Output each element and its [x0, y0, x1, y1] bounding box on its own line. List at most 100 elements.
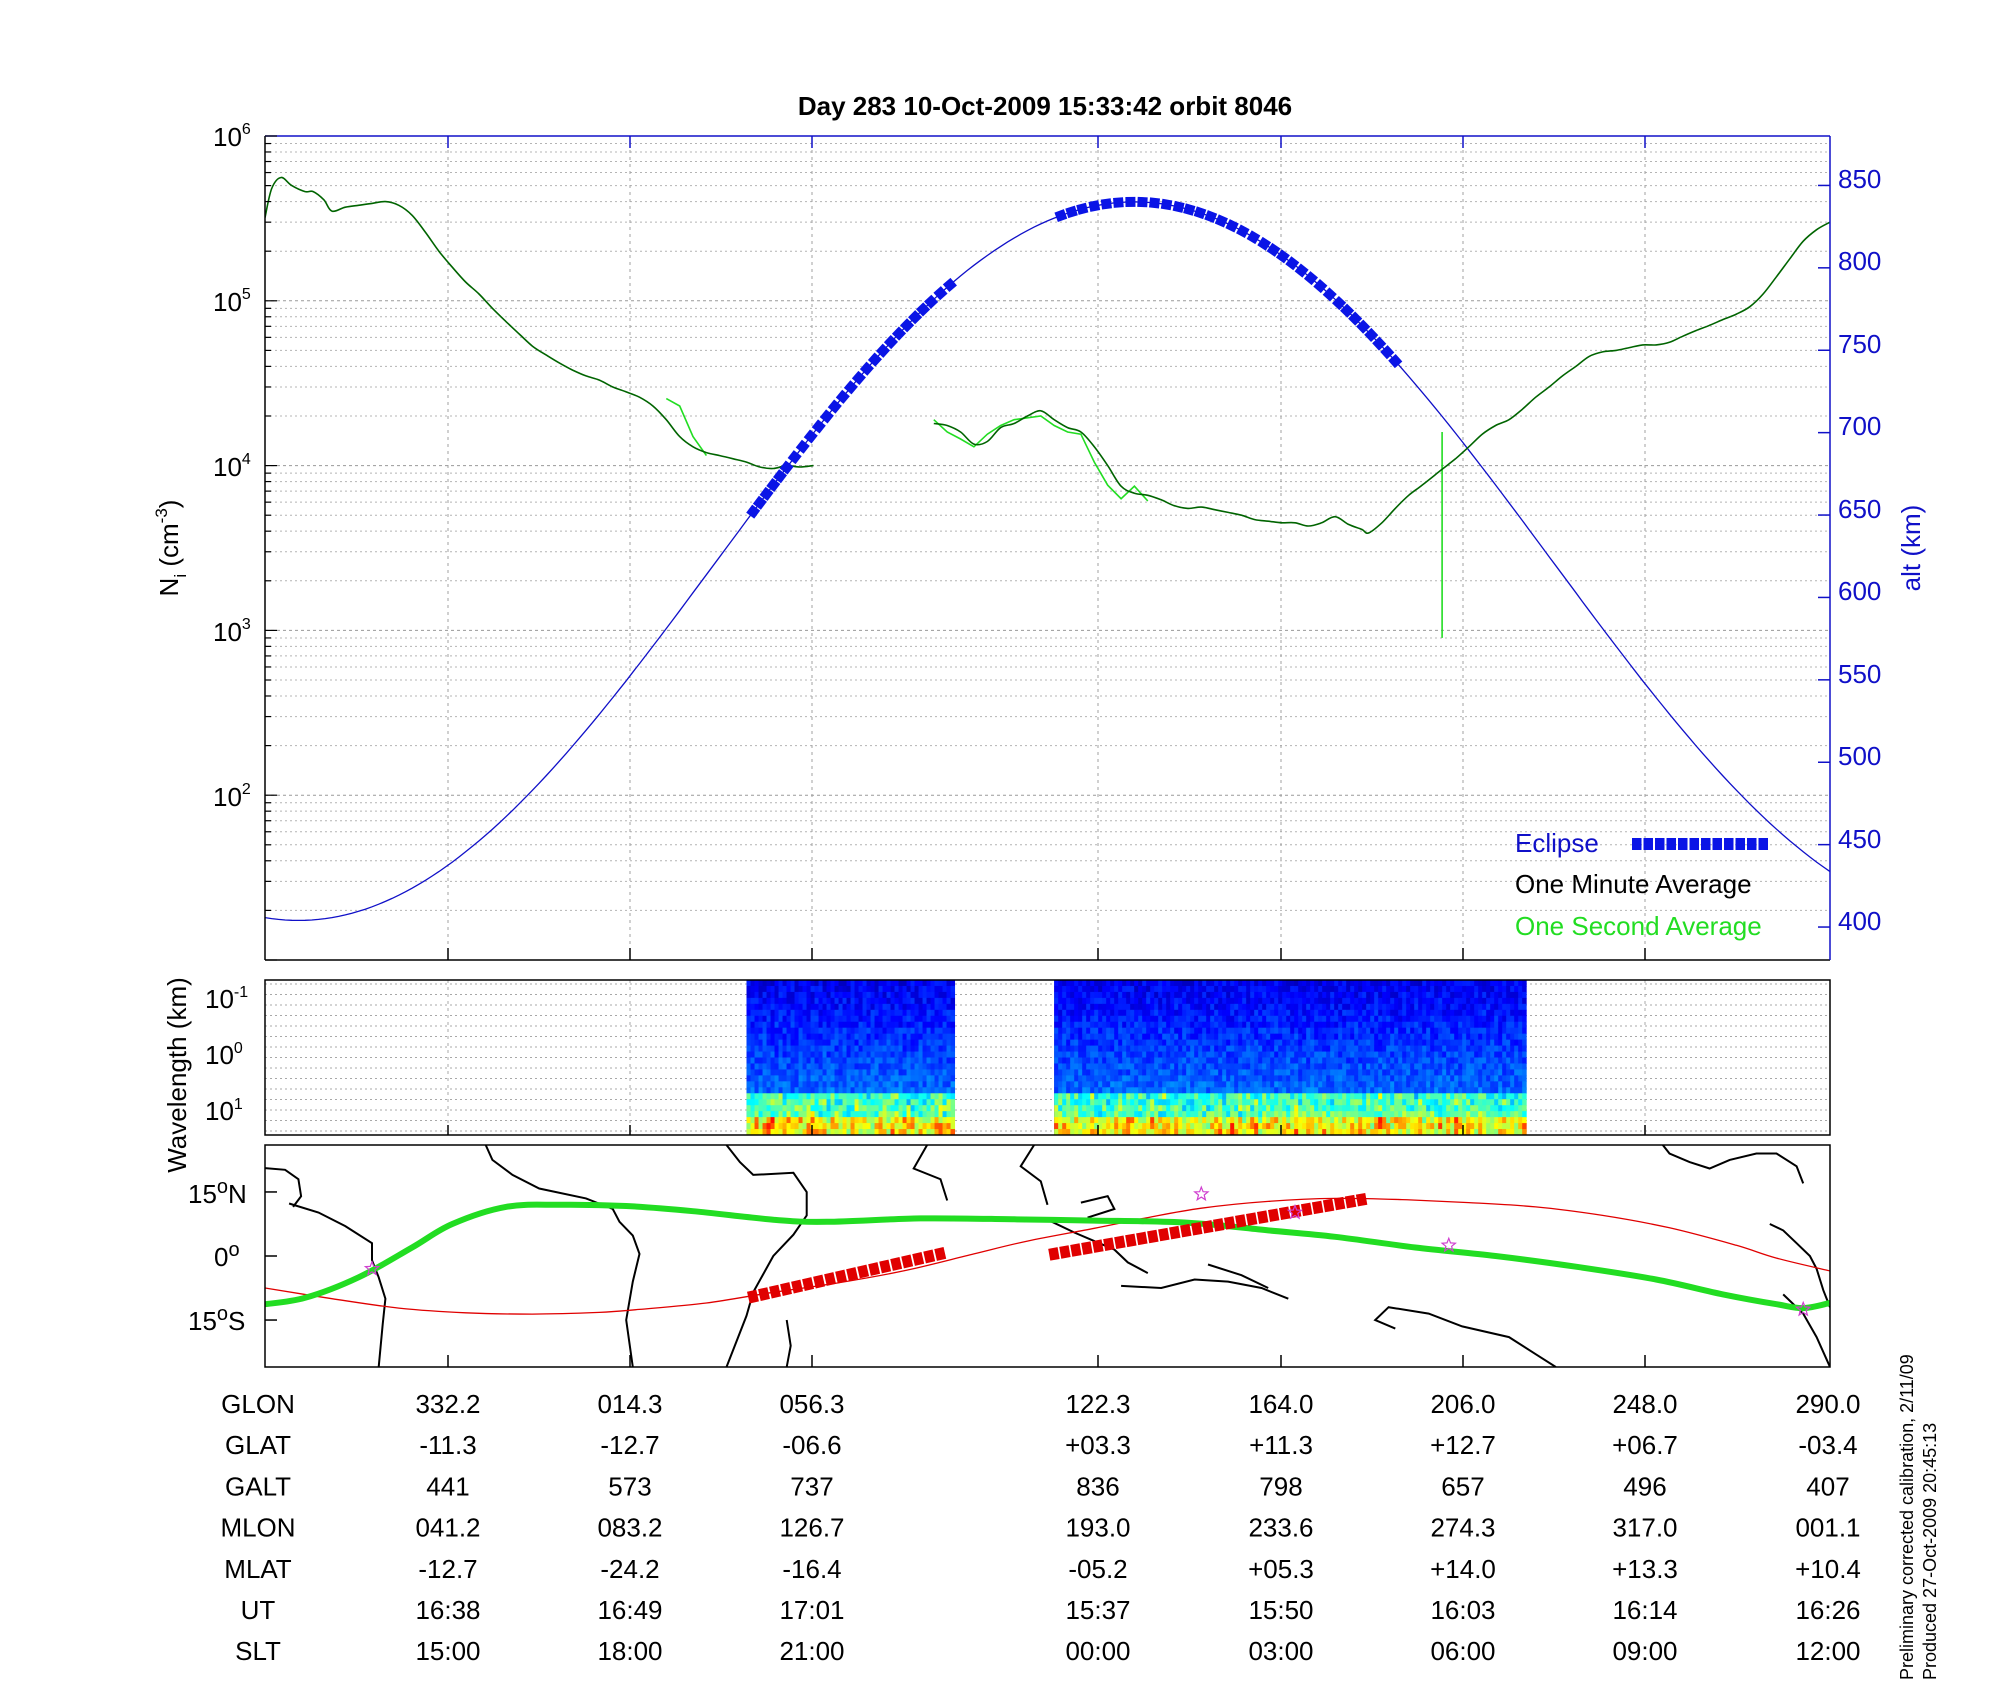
spectrogram-cell: [1086, 980, 1091, 987]
spectrogram-cell: [1370, 1009, 1375, 1017]
spectrogram-cell: [1138, 1087, 1143, 1094]
spectrogram-cell: [1402, 1123, 1407, 1130]
spectrogram-cell: [1166, 1117, 1171, 1124]
spectrogram-cell: [1454, 1093, 1459, 1100]
spectrogram-cell: [1178, 1039, 1183, 1047]
spectrogram-cell: [1134, 1117, 1139, 1124]
spectrogram-cell: [1098, 985, 1103, 993]
spectrogram-cell: [1266, 1123, 1271, 1130]
spectrogram-cell: [834, 1105, 840, 1112]
spectrogram-cell: [1138, 1117, 1143, 1124]
spectrogram-cell: [1434, 1051, 1439, 1058]
spectrogram-cell: [1150, 1051, 1155, 1058]
spectrogram-cell: [1334, 1099, 1339, 1106]
spectrogram-cell: [1278, 997, 1283, 1005]
spectrogram-cell: [1518, 1063, 1523, 1070]
spectrogram-cell: [1278, 1033, 1283, 1041]
spectrogram-cell: [1266, 1093, 1271, 1100]
spectrogram-cell: [1406, 1093, 1411, 1100]
spectrogram-cell: [1290, 1093, 1295, 1100]
spectrogram-cell: [1382, 1093, 1387, 1100]
spectrogram-cell: [798, 1069, 804, 1076]
spectrogram-cell: [1486, 1105, 1491, 1112]
spectrogram-cell: [1498, 1117, 1503, 1124]
spectrogram-cell: [1294, 1051, 1299, 1058]
spectrogram-cell: [1438, 1009, 1443, 1017]
spectrogram-cell: [910, 1057, 916, 1064]
spectrogram-cell: [1478, 980, 1483, 987]
spectrogram-cell: [1074, 1087, 1079, 1094]
spectrogram-cell: [1062, 1075, 1067, 1082]
spectrogram-cell: [1210, 1057, 1215, 1064]
spectrogram-cell: [894, 1129, 900, 1135]
spectrogram-cell: [1330, 1081, 1335, 1088]
alt-tick-550: 550: [1838, 659, 1881, 689]
spectrogram-cell: [1518, 1033, 1523, 1041]
spectrogram-cell: [1158, 1051, 1163, 1058]
spectrogram-cell: [818, 1009, 824, 1017]
spectrogram-cell: [758, 1009, 764, 1017]
spectrogram-cell: [1466, 980, 1471, 987]
spectrogram-cell: [842, 1027, 848, 1035]
one-second-average-line: [933, 415, 1149, 502]
spectrogram-cell: [1430, 1027, 1435, 1035]
spectrogram-cell: [1122, 1027, 1127, 1035]
spectrogram-cell: [1402, 1105, 1407, 1112]
spectrogram-cell: [1378, 1081, 1383, 1088]
spectrogram-cell: [758, 1099, 764, 1106]
spectrogram-cell: [950, 1111, 956, 1118]
spectrogram-cell: [1354, 991, 1359, 999]
spectrogram-cell: [934, 991, 940, 999]
spectrogram-cell: [1398, 1063, 1403, 1070]
spectrogram-cell: [1350, 1021, 1355, 1029]
spectrogram-cell: [1110, 1021, 1115, 1029]
spectrogram-cell: [1202, 1027, 1207, 1035]
spectrogram-cell: [790, 1003, 796, 1011]
spectrogram-cell: [1314, 1045, 1319, 1053]
spectrogram-cell: [1478, 1111, 1483, 1118]
spectrogram-cell: [1146, 1009, 1151, 1017]
spectrogram-cell: [910, 1063, 916, 1070]
spectrogram-cell: [1506, 1039, 1511, 1047]
spectrogram-cell: [758, 1051, 764, 1058]
spectrogram-cell: [918, 1081, 924, 1088]
spectrogram-cell: [1494, 1015, 1499, 1023]
spectrogram-cell: [1262, 1057, 1267, 1064]
spectrogram-cell: [750, 1075, 756, 1082]
spectrogram-cell: [802, 1087, 808, 1094]
spectrogram-cell: [1094, 1129, 1099, 1135]
spectrogram-cell: [1062, 1045, 1067, 1053]
spectrogram-cell: [1354, 1111, 1359, 1118]
spectrogram-cell: [1306, 1021, 1311, 1029]
spectrogram-cell: [890, 1069, 896, 1076]
spectrogram-cell: [1134, 1087, 1139, 1094]
spectrogram-cell: [1238, 1033, 1243, 1041]
spectrogram-cell: [1246, 1009, 1251, 1017]
spectrogram-cell: [1162, 1087, 1167, 1094]
eclipse-marker: [1054, 209, 1068, 222]
spectrogram-cell: [946, 1087, 952, 1094]
spectrogram-cell: [858, 1045, 864, 1053]
spectrogram-cell: [1426, 1087, 1431, 1094]
spectrogram-cell: [1178, 980, 1183, 987]
spectrogram-cell: [774, 1093, 780, 1100]
spectrogram-cell: [930, 1033, 936, 1041]
spectrogram-cell: [1474, 1021, 1479, 1029]
spectrogram-cell: [1130, 1087, 1135, 1094]
spectrogram-cell: [1494, 1093, 1499, 1100]
spectrogram-cell: [918, 1003, 924, 1011]
map-eclipse-marker: [835, 1269, 848, 1284]
spectrogram-cell: [822, 991, 828, 999]
spectrogram-cell: [1218, 1105, 1223, 1112]
spectrogram-cell: [794, 980, 800, 987]
spectrogram-cell: [1302, 1117, 1307, 1124]
spectrogram-cell: [790, 1033, 796, 1041]
spectrogram-cell: [1470, 1015, 1475, 1023]
spectrogram-cell: [1070, 1123, 1075, 1130]
spectrogram-cell: [1170, 1111, 1175, 1118]
spectrogram-cell: [1354, 1003, 1359, 1011]
spectrogram-cell: [1090, 991, 1095, 999]
spectrogram-cell: [1426, 1081, 1431, 1088]
spectrogram-cell: [1494, 997, 1499, 1005]
spectrogram-cell: [750, 1057, 756, 1064]
